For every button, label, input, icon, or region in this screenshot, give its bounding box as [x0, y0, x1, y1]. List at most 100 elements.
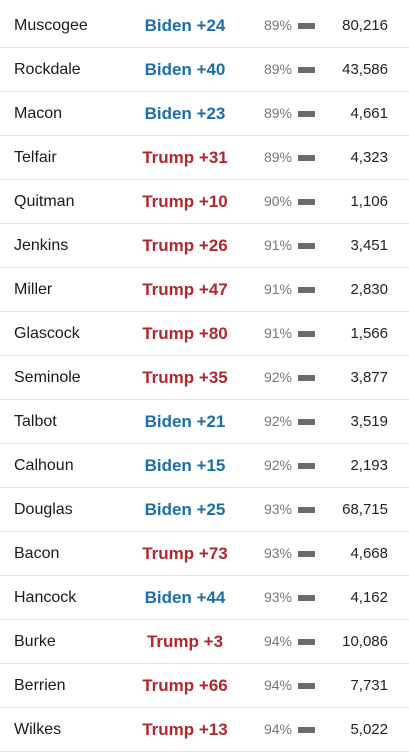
county-name: Wilkes [14, 721, 62, 738]
reporting-percent: 92% [263, 413, 292, 429]
margin-label: Biden +24 [144, 16, 226, 35]
reporting-bar [298, 155, 315, 161]
table-row[interactable]: Seminole Trump +35 92% 3,877 [0, 356, 409, 400]
county-name: Rockdale [14, 61, 81, 78]
margin-label: Trump +31 [142, 148, 228, 167]
county-name: Douglas [14, 501, 73, 518]
county-name: Berrien [14, 677, 66, 694]
reporting-percent: 93% [263, 501, 292, 517]
reporting-bar [298, 67, 315, 73]
table-row[interactable]: Bacon Trump +73 93% 4,668 [0, 532, 409, 576]
margin-label: Trump +10 [142, 192, 228, 211]
margin-label: Trump +3 [146, 632, 224, 651]
margin-label: Trump +35 [142, 368, 228, 387]
reporting-percent: 93% [263, 589, 292, 605]
margin-label: Biden +23 [144, 104, 226, 123]
table-row[interactable]: Miller Trump +47 91% 2,830 [0, 268, 409, 312]
vote-count: 4,323 [350, 149, 388, 166]
reporting-bar [298, 683, 315, 689]
reporting-percent: 94% [263, 633, 292, 649]
vote-count: 4,162 [350, 589, 388, 606]
margin-label: Biden +40 [144, 60, 226, 79]
county-name: Talbot [14, 413, 57, 430]
county-name: Burke [14, 633, 56, 650]
table-row[interactable]: Hancock Biden +44 93% 4,162 [0, 576, 409, 620]
table-row[interactable]: Calhoun Biden +15 92% 2,193 [0, 444, 409, 488]
margin-label: Biden +44 [144, 588, 226, 607]
table-row[interactable]: Quitman Trump +10 90% 1,106 [0, 180, 409, 224]
table-row[interactable]: Talbot Biden +21 92% 3,519 [0, 400, 409, 444]
reporting-bar [298, 551, 315, 557]
table-row[interactable]: Burke Trump +3 94% 10,086 [0, 620, 409, 664]
margin-label: Trump +13 [142, 720, 228, 739]
county-name: Telfair [14, 149, 57, 166]
vote-count: 80,216 [342, 17, 388, 34]
table-row[interactable]: Telfair Trump +31 89% 4,323 [0, 136, 409, 180]
reporting-percent: 91% [263, 237, 292, 253]
margin-label: Biden +25 [144, 500, 226, 519]
vote-count: 1,566 [350, 325, 388, 342]
reporting-percent: 89% [263, 149, 292, 165]
reporting-bar [298, 463, 315, 469]
table-row[interactable]: Macon Biden +23 89% 4,661 [0, 92, 409, 136]
county-name: Quitman [14, 193, 75, 210]
vote-count: 5,022 [350, 721, 388, 738]
vote-count: 4,661 [350, 105, 388, 122]
table-row[interactable]: Muscogee Biden +24 89% 80,216 [0, 4, 409, 48]
table-row[interactable]: Douglas Biden +25 93% 68,715 [0, 488, 409, 532]
reporting-bar [298, 727, 315, 733]
reporting-percent: 94% [263, 721, 292, 737]
table-row[interactable]: Wilkes Trump +13 94% 5,022 [0, 708, 409, 752]
reporting-percent: 89% [263, 61, 292, 77]
margin-label: Trump +47 [142, 280, 228, 299]
reporting-bar [298, 199, 315, 205]
county-name: Seminole [14, 369, 81, 386]
reporting-percent: 94% [263, 677, 292, 693]
margin-label: Biden +21 [144, 412, 226, 431]
margin-label: Trump +73 [142, 544, 228, 563]
vote-count: 7,731 [350, 677, 388, 694]
vote-count: 10,086 [342, 633, 388, 650]
table-row[interactable]: Berrien Trump +66 94% 7,731 [0, 664, 409, 708]
county-name: Macon [14, 105, 63, 122]
county-name: Bacon [14, 545, 60, 562]
county-name: Jenkins [14, 237, 69, 254]
reporting-bar [298, 287, 315, 293]
vote-count: 2,830 [350, 281, 388, 298]
reporting-bar [298, 243, 315, 249]
reporting-bar [298, 375, 315, 381]
vote-count: 68,715 [342, 501, 388, 518]
reporting-percent: 92% [263, 369, 292, 385]
reporting-bar [298, 111, 315, 117]
vote-count: 43,586 [342, 61, 388, 78]
county-name: Glascock [14, 325, 80, 342]
reporting-percent: 91% [263, 325, 292, 341]
reporting-bar [298, 507, 315, 513]
vote-count: 2,193 [350, 457, 388, 474]
margin-label: Biden +15 [144, 456, 226, 475]
reporting-bar [298, 595, 315, 601]
table-row[interactable]: Rockdale Biden +40 89% 43,586 [0, 48, 409, 92]
county-name: Hancock [14, 589, 77, 606]
reporting-bar [298, 639, 315, 645]
table-row[interactable]: Glascock Trump +80 91% 1,566 [0, 312, 409, 356]
reporting-bar [298, 419, 315, 425]
reporting-percent: 89% [263, 105, 292, 121]
vote-count: 3,519 [350, 413, 388, 430]
county-name: Calhoun [14, 457, 74, 474]
vote-count: 4,668 [350, 545, 388, 562]
reporting-percent: 90% [263, 193, 292, 209]
county-name: Miller [14, 281, 53, 298]
reporting-percent: 91% [263, 281, 292, 297]
margin-label: Trump +80 [142, 324, 228, 343]
reporting-bar [298, 23, 315, 29]
vote-count: 1,106 [350, 193, 388, 210]
reporting-percent: 93% [263, 545, 292, 561]
reporting-percent: 89% [263, 17, 292, 33]
vote-count: 3,451 [350, 237, 388, 254]
county-name: Muscogee [14, 17, 88, 34]
vote-count: 3,877 [350, 369, 388, 386]
table-row[interactable]: Jenkins Trump +26 91% 3,451 [0, 224, 409, 268]
margin-label: Trump +66 [142, 676, 228, 695]
